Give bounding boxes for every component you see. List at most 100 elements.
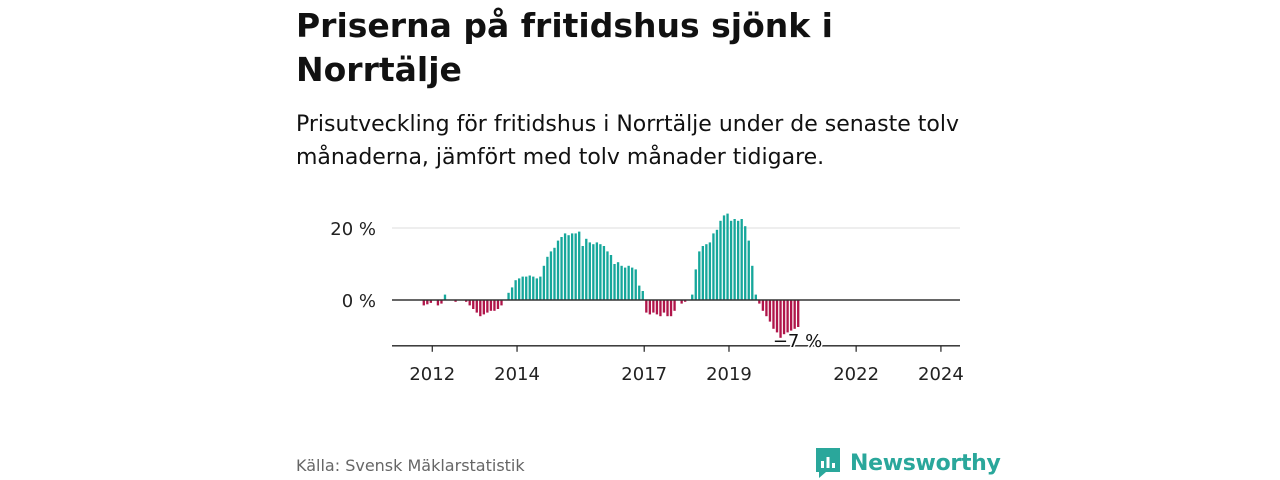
bar [751,265,754,300]
bar [623,267,627,300]
bar [535,278,538,300]
bar [754,294,757,300]
bar [556,240,560,300]
bar [620,265,623,300]
bar [528,275,531,300]
bar [786,300,789,333]
bar [493,300,496,311]
bar [775,300,779,333]
bar [521,276,524,300]
bar [563,233,567,300]
y-tick-label: 0 % [342,291,376,312]
bar [489,300,493,311]
newsworthy-logo: Newsworthy [814,446,1001,480]
bar [779,300,782,338]
bar [609,255,613,300]
bar [429,300,433,303]
bar [645,300,648,313]
bar [761,300,765,311]
bar [729,220,733,300]
x-tick-label: 2022 [833,364,879,385]
bar [673,300,676,311]
bar [574,233,577,300]
bar [662,300,666,313]
bar [701,246,704,300]
bar [588,242,591,300]
bar [793,300,796,329]
bar [691,294,694,300]
bar [797,300,800,327]
x-tick-label: 2017 [621,364,667,385]
bar [592,244,595,300]
end-value-label: −7 % [773,331,822,352]
bar [648,300,652,315]
bar [539,276,542,300]
bar [454,300,457,302]
bar [613,264,616,300]
bar-chart: 20 % 0 % 2012 2014 2017 2019 2022 2024 −7 % [330,213,964,385]
bar [726,213,729,300]
x-tick-label: 2024 [918,364,964,385]
bar [659,300,662,317]
bar [443,294,447,300]
bar [532,276,535,300]
x-tick-label: 2014 [494,364,540,385]
chart-subtitle: Prisutveckling för fritidshus i Norrtälj… [296,112,959,170]
bar [638,285,641,300]
bar [789,300,793,331]
bar [680,300,683,304]
bar [496,300,500,309]
bar [652,300,655,313]
bar [708,242,712,300]
bar [744,226,747,300]
bar [542,265,546,300]
bar [765,300,768,317]
bar [631,267,634,300]
bar [578,231,581,300]
chart-title: Priserna på fritidshus sjönk i Norrtälje [296,6,833,89]
bar [510,287,514,300]
bar [722,215,726,300]
bar [546,256,549,300]
bar [684,300,687,302]
bar [426,300,429,305]
bar [733,219,736,300]
y-tick-label: 20 % [330,219,376,240]
bar [655,300,659,315]
bar [599,244,602,300]
bar [585,238,588,300]
bar [782,300,786,335]
bar [669,300,673,317]
bar [768,300,772,322]
bar [549,251,553,300]
bar [517,278,521,300]
bar [698,251,701,300]
bar [500,300,503,306]
bar [472,300,475,309]
bar [486,300,489,313]
bar [465,300,468,302]
bar [514,280,517,300]
bar [560,237,563,300]
bar [602,246,606,300]
bar [736,220,740,300]
bar [747,240,750,300]
axes [392,299,960,352]
bar [507,292,510,300]
bar [581,246,584,300]
bar [616,262,620,300]
bar [740,219,743,300]
bar [525,276,528,300]
bar [705,244,708,300]
bar [440,300,443,304]
bar [666,300,669,317]
tick-labels: 20 % 0 % 2012 2014 2017 2019 2022 2024 −7 % [330,219,964,385]
bar [475,300,478,313]
bar [758,300,761,304]
newsworthy-logo-text: Newsworthy [850,450,1001,476]
bar [719,220,722,300]
bar [553,247,556,300]
bar [422,300,425,306]
bar [712,233,715,300]
x-tick-label: 2012 [409,364,455,385]
